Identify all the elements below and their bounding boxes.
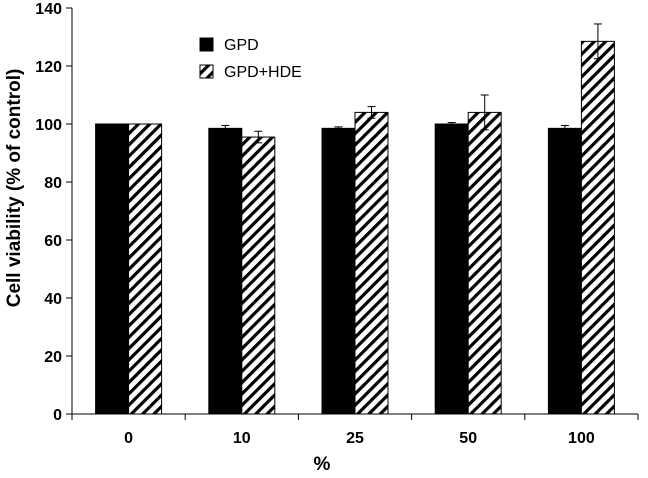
bar-gpd-hde [241,136,276,415]
y-tick-label: 20 [44,349,62,366]
legend-label: GPD [224,37,259,54]
y-tick-label: 120 [35,59,62,76]
bar-gpd [321,127,356,415]
bar-gpd [208,127,243,415]
bar-gpd [95,123,130,415]
y-tick-label: 100 [35,117,62,134]
legend-label: GPD+HDE [224,64,302,81]
bar-gpd [434,123,469,415]
y-tick-label: 40 [44,291,62,308]
x-tick-label: 25 [346,430,364,447]
bar-gpd [547,127,582,415]
legend-swatch [199,64,214,79]
y-tick-label: 60 [44,233,62,250]
y-tick-label: 140 [35,1,62,18]
y-tick-label: 0 [53,407,62,424]
bar-gpd-hde [354,111,389,415]
legend-swatch [199,37,214,52]
bar-gpd-hde [128,123,163,415]
legend: GPD GPD+HDE [199,37,302,81]
y-tick-label: 80 [44,175,62,192]
x-tick-label: 10 [233,430,251,447]
x-tick-label: 100 [568,430,595,447]
x-tick-label: 50 [459,430,477,447]
y-axis-title: Cell viability (% of control) [4,69,25,308]
bar-gpd-hde [580,40,615,415]
x-axis-title: % [314,454,331,475]
bar-gpd-hde [467,111,502,415]
x-tick-label: 0 [124,430,133,447]
